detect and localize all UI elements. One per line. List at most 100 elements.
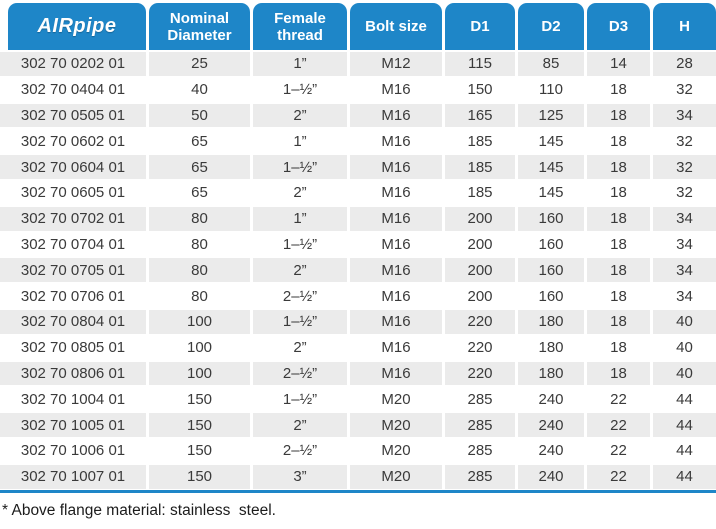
table-cell: 44 bbox=[653, 387, 716, 412]
table-cell: 44 bbox=[653, 464, 716, 489]
table-cell: M20 bbox=[350, 438, 442, 463]
table-cell: 2” bbox=[253, 335, 347, 360]
table-cell: 302 70 0706 01 bbox=[0, 284, 146, 308]
table-cell: 220 bbox=[445, 361, 515, 386]
table-cell: 2” bbox=[253, 180, 347, 205]
table-cell: 185 bbox=[445, 129, 515, 154]
table-cell: 200 bbox=[445, 206, 515, 231]
table-cell: 285 bbox=[445, 464, 515, 489]
table-row: 302 70 1006 01 150 2–½” M20 285 240 22 44 bbox=[0, 438, 716, 463]
table-cell: M16 bbox=[350, 206, 442, 231]
table-cell: M16 bbox=[350, 103, 442, 128]
table-cell: 22 bbox=[587, 438, 650, 463]
table-cell: 18 bbox=[587, 155, 650, 179]
table-cell: 40 bbox=[653, 361, 716, 386]
table-cell: 302 70 0505 01 bbox=[0, 103, 146, 128]
table-cell: 240 bbox=[518, 387, 584, 412]
table-cell: 65 bbox=[149, 180, 250, 205]
table-cell: 285 bbox=[445, 438, 515, 463]
table-cell: 18 bbox=[587, 129, 650, 154]
flange-spec-table: AIRpipe Nominal Diameter Female thread B… bbox=[0, 3, 716, 520]
table-cell: 145 bbox=[518, 129, 584, 154]
table-cell: 302 70 1006 01 bbox=[0, 438, 146, 463]
table-row: 302 70 0604 01 65 1–½” M16 185 145 18 32 bbox=[0, 155, 716, 179]
table-cell: 50 bbox=[149, 103, 250, 128]
table-row: 302 70 0705 01 80 2” M16 200 160 18 34 bbox=[0, 258, 716, 283]
column-header-female-thread: Female thread bbox=[253, 3, 347, 50]
table-cell: 302 70 1004 01 bbox=[0, 387, 146, 412]
table-cell: M16 bbox=[350, 129, 442, 154]
table-cell: 302 70 1007 01 bbox=[0, 464, 146, 489]
table-row: 302 70 0602 01 65 1” M16 185 145 18 32 bbox=[0, 129, 716, 154]
table-row: 302 70 0704 01 80 1–½” M16 200 160 18 34 bbox=[0, 232, 716, 257]
table-cell: 1” bbox=[253, 52, 347, 76]
table-cell: 145 bbox=[518, 180, 584, 205]
table-cell: 44 bbox=[653, 413, 716, 437]
column-header-d2: D2 bbox=[518, 3, 584, 50]
table-cell: 185 bbox=[445, 180, 515, 205]
table-cell: 80 bbox=[149, 258, 250, 283]
table-cell: 115 bbox=[445, 52, 515, 76]
table-cell: 160 bbox=[518, 206, 584, 231]
table-cell: 25 bbox=[149, 52, 250, 76]
table-cell: M16 bbox=[350, 361, 442, 386]
table-cell: 80 bbox=[149, 284, 250, 308]
table-cell: 85 bbox=[518, 52, 584, 76]
table-cell: 302 70 0404 01 bbox=[0, 77, 146, 102]
table-cell: 100 bbox=[149, 361, 250, 386]
table-cell: 302 70 0602 01 bbox=[0, 129, 146, 154]
table-cell: 3” bbox=[253, 464, 347, 489]
table-cell: 100 bbox=[149, 335, 250, 360]
table-cell: 302 70 0202 01 bbox=[0, 52, 146, 76]
table-cell: M20 bbox=[350, 387, 442, 412]
table-cell: 160 bbox=[518, 284, 584, 308]
table-cell: 18 bbox=[587, 103, 650, 128]
table-row: 302 70 0806 01 100 2–½” M16 220 180 18 40 bbox=[0, 361, 716, 386]
table-cell: 40 bbox=[653, 309, 716, 334]
table-cell: 150 bbox=[149, 464, 250, 489]
table-cell: 240 bbox=[518, 413, 584, 437]
table-cell: 302 70 0804 01 bbox=[0, 309, 146, 334]
table-cell: 180 bbox=[518, 361, 584, 386]
table-cell: 1–½” bbox=[253, 77, 347, 102]
table-cell: 2–½” bbox=[253, 284, 347, 308]
table-cell: 34 bbox=[653, 258, 716, 283]
table-cell: M16 bbox=[350, 335, 442, 360]
table-cell: 32 bbox=[653, 77, 716, 102]
table-cell: 18 bbox=[587, 258, 650, 283]
table-cell: 240 bbox=[518, 464, 584, 489]
table-cell: 160 bbox=[518, 232, 584, 257]
table-cell: 302 70 0604 01 bbox=[0, 155, 146, 179]
column-header-bolt-size: Bolt size bbox=[350, 3, 442, 50]
table-cell: 100 bbox=[149, 309, 250, 334]
table-cell: 32 bbox=[653, 180, 716, 205]
table-cell: 2–½” bbox=[253, 438, 347, 463]
table-cell: 302 70 0806 01 bbox=[0, 361, 146, 386]
table-row: 302 70 0202 01 25 1” M12 115 85 14 28 bbox=[0, 52, 716, 76]
table-cell: 150 bbox=[149, 387, 250, 412]
table-cell: M16 bbox=[350, 180, 442, 205]
table-cell: 145 bbox=[518, 155, 584, 179]
table-cell: 18 bbox=[587, 284, 650, 308]
table-row: 302 70 0706 01 80 2–½” M16 200 160 18 34 bbox=[0, 284, 716, 308]
column-header-h: H bbox=[653, 3, 716, 50]
table-cell: 165 bbox=[445, 103, 515, 128]
table-row: 302 70 0804 01 100 1–½” M16 220 180 18 40 bbox=[0, 309, 716, 334]
table-cell: 220 bbox=[445, 335, 515, 360]
table-cell: 34 bbox=[653, 284, 716, 308]
table-cell: 18 bbox=[587, 180, 650, 205]
table-cell: 18 bbox=[587, 335, 650, 360]
table-cell: 1–½” bbox=[253, 232, 347, 257]
table-body: 302 70 0202 01 25 1” M12 115 85 14 28 302 70 040… bbox=[0, 52, 716, 489]
table-cell: 65 bbox=[149, 155, 250, 179]
table-row: 302 70 0702 01 80 1” M16 200 160 18 34 bbox=[0, 206, 716, 231]
table-cell: 14 bbox=[587, 52, 650, 76]
table-cell: 220 bbox=[445, 309, 515, 334]
table-cell: 2” bbox=[253, 413, 347, 437]
table-cell: 150 bbox=[149, 438, 250, 463]
table-cell: 1–½” bbox=[253, 387, 347, 412]
table-row: 302 70 0404 01 40 1–½” M16 150 110 18 32 bbox=[0, 77, 716, 102]
table-cell: 2” bbox=[253, 103, 347, 128]
table-header: AIRpipe Nominal Diameter Female thread B… bbox=[0, 3, 716, 50]
table-cell: 18 bbox=[587, 206, 650, 231]
